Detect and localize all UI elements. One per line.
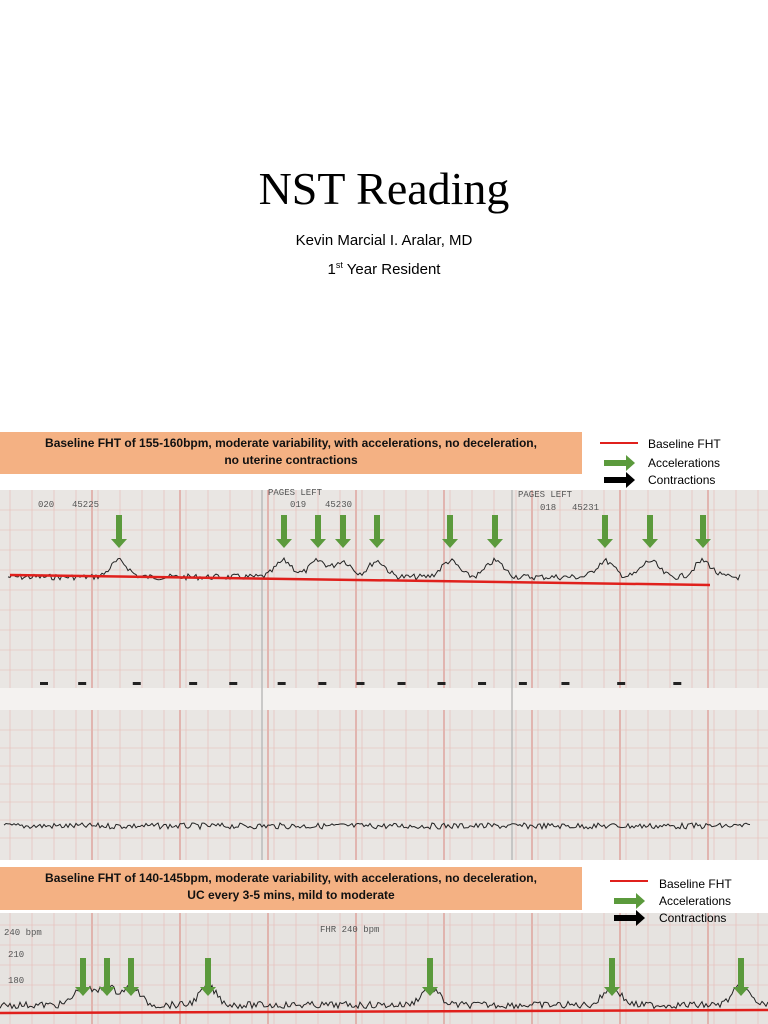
- caption-line: UC every 3-5 mins, mild to moderate: [187, 888, 395, 902]
- event-mark: [189, 682, 198, 685]
- acceleration-arrow: [642, 515, 658, 548]
- acceleration-arrow: [99, 958, 115, 996]
- acceleration-arrow: [604, 958, 620, 996]
- acceleration-arrow: [75, 958, 91, 996]
- event-mark: [132, 682, 141, 685]
- legend-label: Contractions: [648, 473, 716, 487]
- event-mark: [277, 682, 286, 685]
- caption-box: Baseline FHT of 140-145bpm, moderate var…: [0, 867, 582, 910]
- event-mark: [561, 682, 570, 685]
- acceleration-arrow: [369, 515, 385, 548]
- legend-label: Contractions: [659, 911, 727, 925]
- legend-label: Accelerations: [648, 456, 721, 470]
- acceleration-arrow: [597, 515, 613, 548]
- strip-label: 018: [540, 503, 556, 513]
- strip-label: 210: [8, 950, 24, 960]
- strip-label: 180: [8, 976, 24, 986]
- event-mark: [437, 682, 446, 685]
- event-mark: [40, 682, 48, 685]
- caption-line: Baseline FHT of 140-145bpm, moderate var…: [45, 871, 537, 885]
- strip-label: 45225: [72, 500, 99, 510]
- event-mark: [229, 682, 238, 685]
- acceleration-arrow: [733, 958, 749, 996]
- acceleration-arrow: [442, 515, 458, 548]
- strip-label: PAGES LEFT: [268, 488, 323, 498]
- event-mark: [397, 682, 406, 685]
- baseline-line: [0, 1008, 768, 1015]
- acceleration-arrow: [695, 515, 711, 548]
- strip-label: 240 bpm: [4, 928, 42, 938]
- position: 1st Year Resident: [0, 260, 768, 278]
- position-rest: Year Resident: [342, 261, 441, 278]
- baseline-line: [9, 573, 711, 587]
- acceleration-arrow: [335, 515, 351, 548]
- slide-title: NST Reading: [258, 163, 510, 214]
- arrows: [75, 515, 749, 996]
- event-mark: [318, 682, 327, 685]
- strip-gap: [0, 688, 768, 710]
- author: Kevin Marcial I. Aralar, MD: [295, 232, 473, 249]
- toco-trace: [3, 821, 751, 831]
- event-mark: [518, 682, 527, 685]
- acceleration-arrow: [310, 515, 326, 548]
- legend-accel-arrow: [604, 455, 635, 471]
- legend-label: Baseline FHT: [648, 437, 721, 451]
- caption-line: no uterine contractions: [224, 453, 358, 467]
- strip-label: PAGES LEFT: [518, 490, 573, 500]
- position-number: 1: [327, 261, 336, 278]
- caption-box: Baseline FHT of 155-160bpm, moderate var…: [0, 432, 582, 474]
- legend-accel-arrow: [614, 893, 645, 909]
- caption-line: Baseline FHT of 155-160bpm, moderate var…: [45, 436, 537, 450]
- position-suffix: st: [335, 260, 343, 270]
- strip-label: FHR 240 bpm: [320, 925, 379, 935]
- event-mark: [617, 682, 626, 685]
- legend-label: Baseline FHT: [659, 877, 732, 891]
- legend-contraction-arrow: [604, 472, 635, 488]
- event-mark: [478, 682, 487, 685]
- fhr-trace: [7, 556, 741, 582]
- acceleration-arrow: [200, 958, 216, 996]
- legend-label: Accelerations: [659, 894, 732, 908]
- strip-label: 45231: [572, 503, 599, 513]
- acceleration-arrow: [276, 515, 292, 548]
- event-mark: [78, 682, 87, 685]
- strip-label: 45230: [325, 500, 352, 510]
- acceleration-arrow: [422, 958, 438, 996]
- strip-label: 019: [290, 500, 306, 510]
- event-mark: [673, 682, 682, 685]
- acceleration-arrow: [487, 515, 503, 548]
- acceleration-arrow: [111, 515, 127, 548]
- legend-contraction-arrow: [614, 910, 645, 926]
- event-mark: [356, 682, 365, 685]
- strip-label: 020: [38, 500, 54, 510]
- acceleration-arrow: [123, 958, 139, 996]
